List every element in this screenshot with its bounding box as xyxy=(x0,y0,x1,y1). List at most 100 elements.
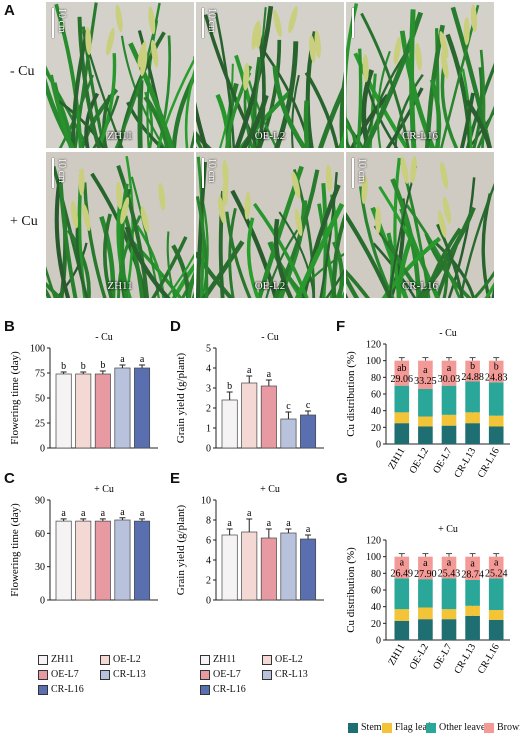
significance-letter: a xyxy=(61,508,66,519)
brown-rice-percent: 30.03 xyxy=(438,374,461,385)
y-tick-label: 20 xyxy=(371,619,381,630)
significance-letter: a xyxy=(120,354,125,365)
chart-title: - Cu xyxy=(95,332,113,343)
scale-bar xyxy=(352,8,354,38)
plant-photo: 10 cm OE-L2 xyxy=(196,152,344,298)
y-tick-label: 120 xyxy=(366,340,381,351)
significance-letter: a xyxy=(267,518,272,529)
legend-label: ZH11 xyxy=(51,654,74,665)
significance-letter: ab xyxy=(397,363,406,374)
significance-letter: b xyxy=(494,362,499,373)
condition-label-plus: + Cu xyxy=(10,214,38,229)
bar xyxy=(114,519,131,601)
legend-item-cr-l16: CR-L16 xyxy=(200,684,246,695)
legend-item-zh11: ZH11 xyxy=(200,654,236,665)
significance-letter: a xyxy=(494,558,499,569)
stacked-segment xyxy=(418,579,433,608)
legend-label: CR-L16 xyxy=(213,684,246,695)
stacked-segment xyxy=(465,360,480,382)
y-axis-label: Grain yield (g/plant) xyxy=(175,352,187,443)
stacked-segment xyxy=(394,423,410,444)
bar xyxy=(114,367,131,449)
stacked-segment xyxy=(465,615,480,640)
significance-letter: a xyxy=(267,369,272,380)
brown-rice-percent: 24.83 xyxy=(485,373,508,384)
significance-letter: a xyxy=(140,354,145,365)
legend-item-other-leaves: Other leaves xyxy=(426,722,489,733)
panel-label-b: B xyxy=(4,318,15,335)
significance-letter: b xyxy=(100,360,105,371)
bar xyxy=(55,373,72,449)
scale-bar xyxy=(52,8,54,38)
panel-label-c: C xyxy=(4,470,15,487)
legend-swatch xyxy=(484,722,494,733)
stacked-segment xyxy=(418,619,433,640)
stacked-segment xyxy=(394,412,410,424)
significance-letter: a xyxy=(120,507,125,518)
scale-bar xyxy=(352,158,354,188)
y-tick-label: 60 xyxy=(35,529,45,540)
stacked-segment xyxy=(394,360,410,386)
stacked-segment xyxy=(418,416,433,427)
legend-label: ZH11 xyxy=(213,654,236,665)
x-tick-label: OE-L2 xyxy=(408,642,431,672)
legend-swatch xyxy=(100,669,110,680)
scale-bar xyxy=(202,158,204,188)
bar xyxy=(300,414,317,449)
significance-letter: a xyxy=(81,508,86,519)
scale-bar-label: 10 cm xyxy=(356,158,367,183)
stacked-segment xyxy=(418,426,433,444)
scale-bar xyxy=(52,158,54,188)
y-tick-label: 4 xyxy=(206,556,211,567)
legend-label: Flag leaf xyxy=(395,722,431,733)
panel-label-a: A xyxy=(4,2,15,19)
stacked-segment xyxy=(418,389,433,417)
significance-letter: a xyxy=(140,508,145,519)
significance-letter: a xyxy=(423,558,428,569)
significance-letter: b xyxy=(61,361,66,372)
y-tick-label: 100 xyxy=(366,552,381,563)
bar xyxy=(75,520,92,601)
plant-photo: 10 cm ZH11 xyxy=(46,2,194,148)
legend-item-oe-l2: OE-L2 xyxy=(262,654,303,665)
bar xyxy=(260,537,277,601)
stacked-segment xyxy=(394,620,410,640)
legend-swatch xyxy=(200,684,210,695)
bar xyxy=(75,373,92,449)
y-tick-label: 2 xyxy=(206,404,211,415)
x-tick-label: ZH11 xyxy=(386,642,407,667)
plant-photo: 10 cm ZH11 xyxy=(46,152,194,298)
brown-rice-percent: 28.74 xyxy=(461,569,484,580)
x-tick-label: CR-L13 xyxy=(452,446,478,480)
significance-letter: a xyxy=(400,558,405,569)
y-tick-label: 100 xyxy=(30,344,45,355)
y-tick-label: 0 xyxy=(40,444,45,455)
significance-letter: b xyxy=(227,381,232,392)
stacked-segment xyxy=(488,620,504,640)
stacked-segment xyxy=(465,605,480,616)
y-tick-label: 2 xyxy=(206,576,211,587)
genotype-label: CR-L16 xyxy=(401,130,439,142)
y-tick-label: 25 xyxy=(35,419,45,430)
stacked-segment xyxy=(465,423,480,444)
chart-title: - Cu xyxy=(439,328,457,339)
brown-rice-percent: 29.06 xyxy=(391,374,414,385)
stacked-segment xyxy=(418,360,433,389)
panel-label-f: F xyxy=(336,318,346,335)
bar xyxy=(55,520,72,601)
y-axis-label: Flowering time (day) xyxy=(9,503,21,597)
legend-swatch xyxy=(262,669,272,680)
legend-label: OE-L7 xyxy=(51,669,79,680)
plant-photo: CR-L16 xyxy=(346,2,494,148)
significance-letter: a xyxy=(447,558,452,569)
bar xyxy=(241,531,258,601)
y-tick-label: 75 xyxy=(35,369,45,380)
stacked-segment xyxy=(488,426,504,444)
chart-title: + Cu xyxy=(94,484,114,495)
legend-swatch xyxy=(38,654,48,665)
y-tick-label: 80 xyxy=(371,373,381,384)
chart-title: - Cu xyxy=(261,332,279,343)
y-tick-label: 8 xyxy=(206,516,211,527)
significance-letter: a xyxy=(306,524,311,535)
